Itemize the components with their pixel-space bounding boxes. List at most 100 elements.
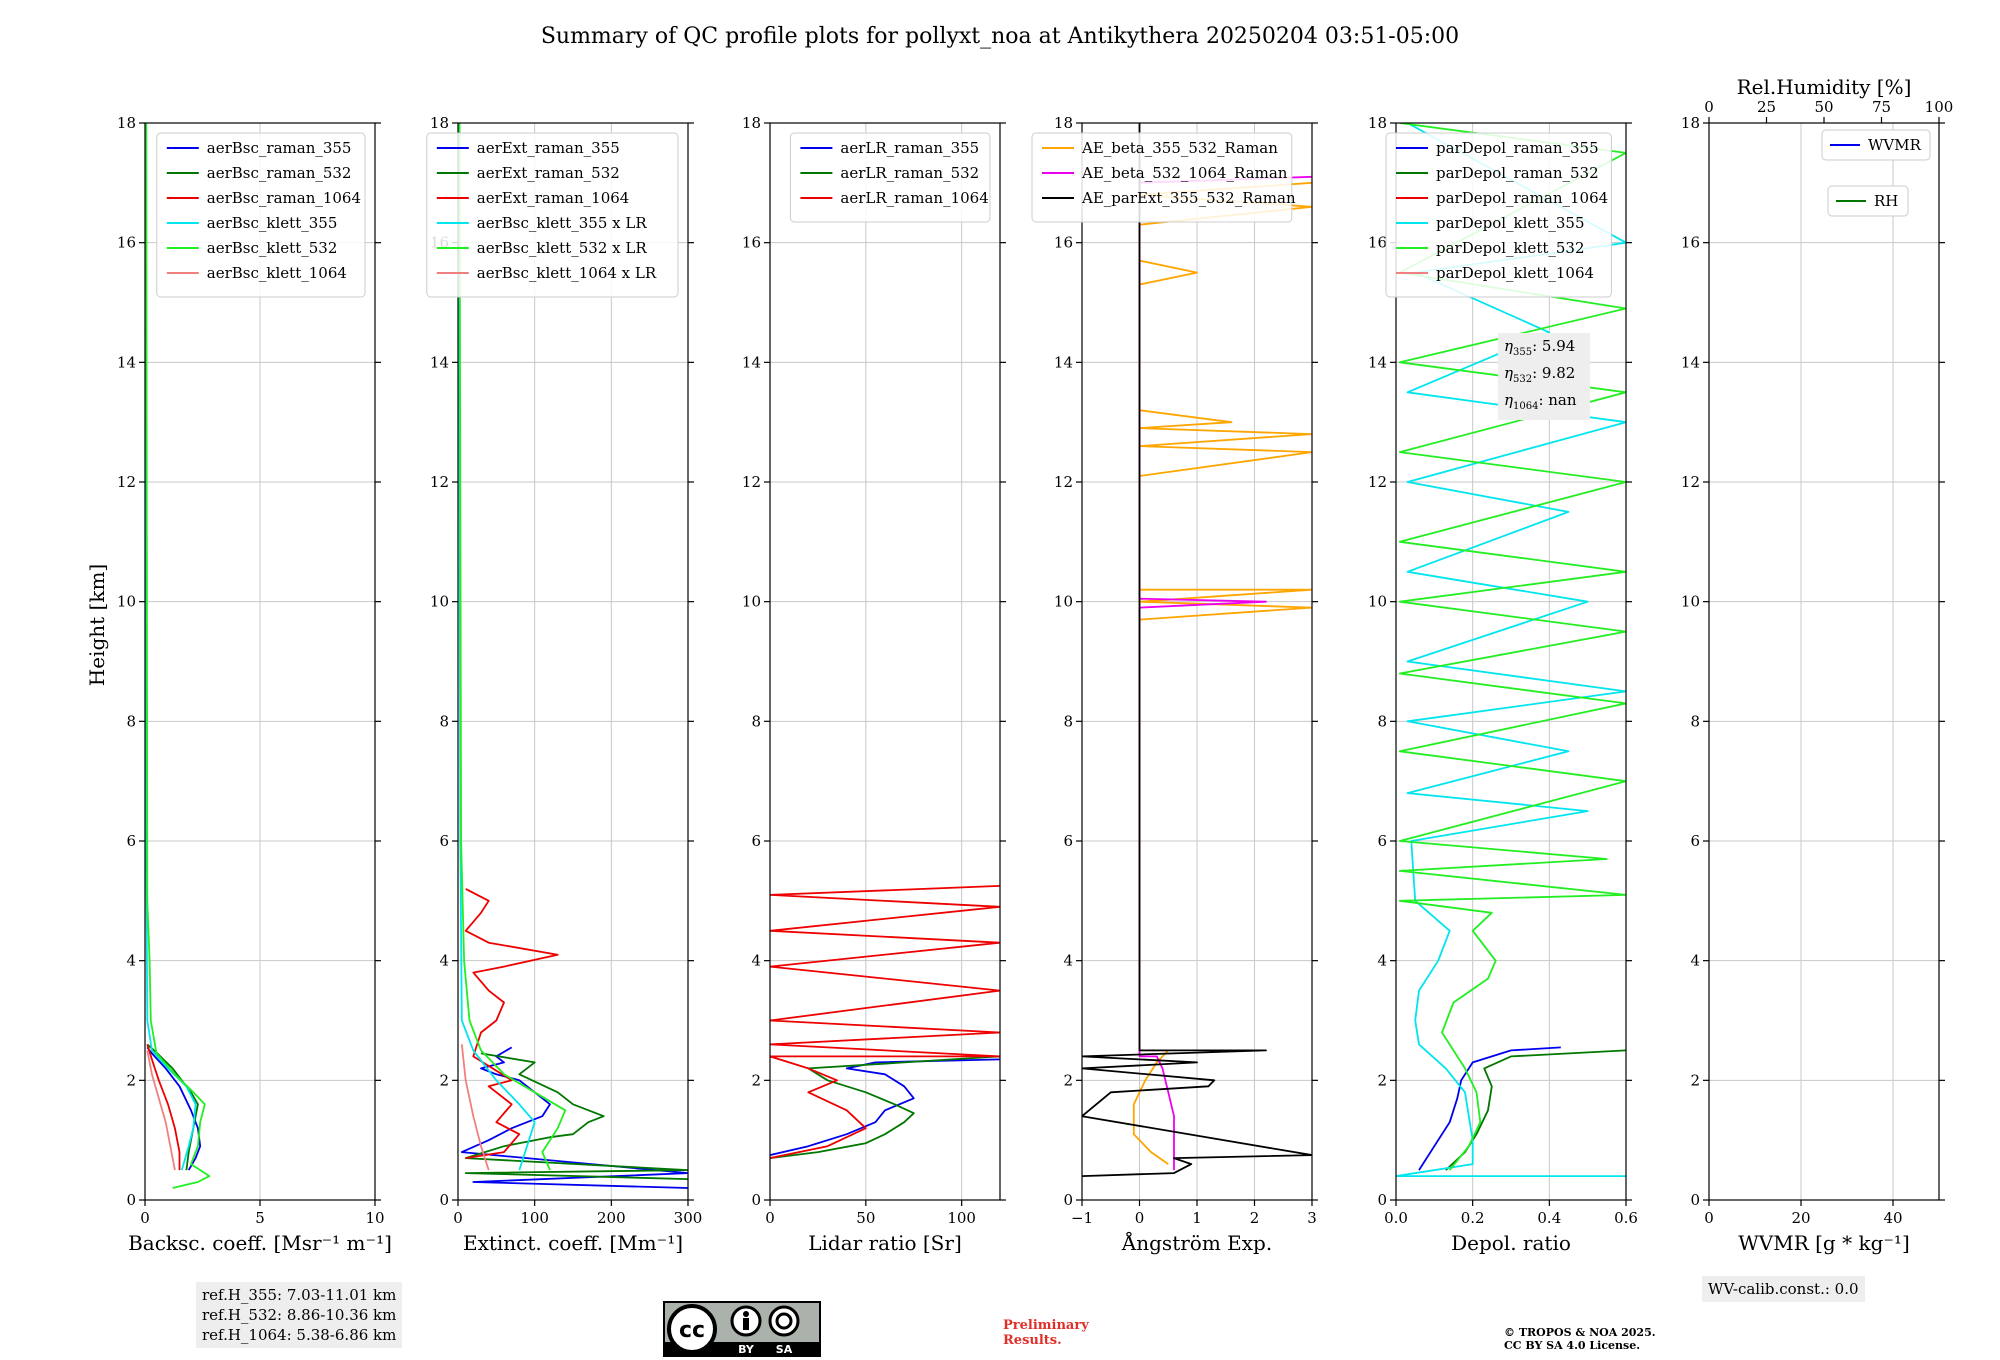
x-tick-label: 200 xyxy=(597,1209,626,1227)
y-tick-label: 10 xyxy=(1681,593,1700,611)
legend-label: aerExt_raman_532 xyxy=(477,164,620,182)
y-tick-label: 10 xyxy=(430,593,449,611)
x-tick-label: 10 xyxy=(365,1209,384,1227)
top-x-tick-label: 0 xyxy=(1704,98,1714,116)
legend-label: aerBsc_klett_532 xyxy=(207,239,338,257)
y-tick-label: 8 xyxy=(439,712,449,730)
y-tick-label: 4 xyxy=(1690,952,1700,970)
ref-height-1064: ref.H_1064: 5.38-6.86 km xyxy=(202,1326,397,1344)
x-axis-label: Depol. ratio xyxy=(1451,1231,1571,1255)
series-line-pardepol-raman-355 xyxy=(1418,1046,1561,1171)
y-tick-label: 18 xyxy=(742,114,761,132)
y-tick-label: 10 xyxy=(117,593,136,611)
series-line-ae-beta-532-1064-raman xyxy=(1138,175,1312,1171)
x-tick-label: 0 xyxy=(453,1209,463,1227)
wv-calibration-box: WV-calib.const.: 0.0 xyxy=(1702,1276,1865,1302)
badge-by-text: BY xyxy=(738,1343,755,1356)
y-tick-label: 0 xyxy=(1377,1191,1387,1209)
sa-arrow xyxy=(775,1312,793,1330)
panel-backscatter: 0 2 4 6 8 10 12 14 16 18 0 5 10 Backsc. coeff. [Msr⁻¹… xyxy=(117,114,392,1255)
y-tick-label: 14 xyxy=(742,353,761,371)
x-tick-label: 1 xyxy=(1192,1209,1202,1227)
badge-sa-text: SA xyxy=(776,1343,793,1356)
series-line-aerbsc-raman-355 xyxy=(146,1046,202,1171)
legend-label: aerBsc_klett_532 x LR xyxy=(477,239,648,257)
legend-label: aerBsc_raman_1064 xyxy=(207,189,361,207)
panel-extinction: 0246810121416180100200300Extinct. coeff.… xyxy=(426,114,702,1255)
x-tick-label: −1 xyxy=(1071,1209,1093,1227)
series-line-aerlr-raman-355 xyxy=(770,1058,1000,1156)
y-tick-label: 10 xyxy=(1368,593,1387,611)
legend-label: parDepol_klett_1064 xyxy=(1436,264,1594,282)
y-tick-label: 18 xyxy=(1681,114,1700,132)
legend-label: AE_beta_532_1064_Raman xyxy=(1081,164,1288,182)
legend-label: aerLR_raman_355 xyxy=(840,139,979,157)
legend-box xyxy=(426,132,679,298)
y-tick-label: 12 xyxy=(430,473,449,491)
x-tick-label: 100 xyxy=(520,1209,549,1227)
by-head xyxy=(743,1311,749,1317)
y-tick-label: 16 xyxy=(1368,234,1387,252)
eta-1064: η1064: nan xyxy=(1504,391,1577,412)
y-tick-label: 6 xyxy=(439,832,449,850)
y-tick-label: 6 xyxy=(751,832,761,850)
y-tick-label: 4 xyxy=(751,952,761,970)
legend-box xyxy=(1827,185,1909,217)
legend-box xyxy=(1031,132,1293,223)
x-tick-label: 40 xyxy=(1883,1209,1902,1227)
y-tick-label: 10 xyxy=(1054,593,1073,611)
legend-label: parDepol_klett_355 xyxy=(1436,214,1585,232)
panel-lidar_ratio: 0 2 4 6 8 10 12 14 16 18 0 50 100 Lidar ratio [Sr] aer… xyxy=(742,114,1006,1255)
sa-share-icon xyxy=(768,1305,800,1337)
y-tick-label: 6 xyxy=(1377,832,1387,850)
y-tick-label: 12 xyxy=(1681,473,1700,491)
legend-label: AE_beta_355_532_Raman xyxy=(1081,139,1278,157)
y-tick-label: 2 xyxy=(1377,1071,1387,1089)
legend-label: aerBsc_raman_532 xyxy=(207,164,352,182)
legend-label: parDepol_klett_532 xyxy=(1436,239,1585,257)
series-line-aerbsc-klett-532 xyxy=(145,123,211,1189)
series-line-aerext-raman-532 xyxy=(464,1052,688,1180)
y-tick-label: 2 xyxy=(1690,1071,1700,1089)
y-tick-label: 0 xyxy=(1690,1191,1700,1209)
eta-355: η355: 5.94 xyxy=(1504,337,1576,358)
y-tick-label: 12 xyxy=(1054,473,1073,491)
series-line-ae-beta-355-532-raman xyxy=(1132,181,1312,1165)
y-tick-label: 0 xyxy=(126,1191,136,1209)
legend-box xyxy=(1385,132,1612,298)
top-x-tick-label: 50 xyxy=(1814,98,1833,116)
figure-title: Summary of QC profile plots for pollyxt_… xyxy=(541,24,1459,49)
x-axis-label: WVMR [g * kg⁻¹] xyxy=(1738,1231,1910,1255)
y-tick-label: 0 xyxy=(751,1191,761,1209)
y-tick-label: 6 xyxy=(1063,832,1073,850)
legend-label: aerLR_raman_1064 xyxy=(840,189,988,207)
legend-label: aerExt_raman_355 xyxy=(477,139,620,157)
y-tick-label: 10 xyxy=(742,593,761,611)
eta-box: η355: 5.94 η532: 9.82 η1064: nan xyxy=(1498,333,1590,420)
x-tick-label: 0.2 xyxy=(1461,1209,1485,1227)
legend-label: aerLR_raman_532 xyxy=(840,164,979,182)
x-tick-label: 20 xyxy=(1791,1209,1810,1227)
y-tick-label: 8 xyxy=(1690,712,1700,730)
panel-depolarization: 0 2 4 6 8 10 12 14 16 18 0.0 0.2 0.4 0.6 Depol. ratio p… xyxy=(1368,114,1638,1255)
ref-height-532: ref.H_532: 8.86-10.36 km xyxy=(202,1306,397,1324)
y-tick-label: 2 xyxy=(439,1071,449,1089)
series-group xyxy=(770,885,1000,1159)
eta-532: η532: 9.82 xyxy=(1504,364,1576,385)
y-tick-label: 14 xyxy=(117,353,136,371)
legend-label: aerBsc_klett_1064 xyxy=(207,264,347,282)
height-axis-label: Height [km] xyxy=(85,564,109,686)
y-tick-label: 8 xyxy=(751,712,761,730)
series-group xyxy=(1082,123,1312,1177)
top-x-tick-label: 25 xyxy=(1757,98,1776,116)
legend-box xyxy=(156,132,366,298)
y-tick-label: 8 xyxy=(1377,712,1387,730)
x-tick-label: 0.4 xyxy=(1537,1209,1561,1227)
legend-box xyxy=(1821,129,1931,161)
series-line-ae-parext-355-532-raman xyxy=(1082,123,1312,1177)
x-axis-label: Ångström Exp. xyxy=(1121,1230,1272,1255)
preliminary-results-note: Preliminary Results. xyxy=(1003,1318,1089,1348)
y-tick-label: 18 xyxy=(430,114,449,132)
y-tick-label: 14 xyxy=(430,353,449,371)
